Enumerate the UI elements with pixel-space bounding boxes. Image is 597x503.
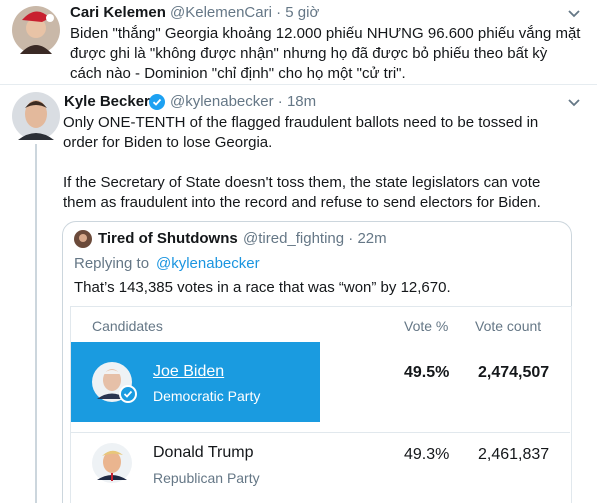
replying-to: Replying to: [74, 255, 150, 272]
more-menu[interactable]: [566, 8, 582, 20]
column-header: Vote %: [404, 318, 449, 334]
column-header: Vote count: [475, 318, 542, 334]
author-meta[interactable]: @KelemenCari · 5 giờ: [170, 4, 320, 21]
candidate-photo: [92, 362, 137, 403]
tweet-text: them as fraudulent into the record and r…: [63, 194, 541, 211]
vote-count: 2,474,507: [478, 364, 550, 381]
author-meta[interactable]: @kylenabecker · 18m: [170, 93, 317, 110]
more-menu[interactable]: [566, 97, 582, 109]
author-name[interactable]: Cari Kelemen: [70, 4, 166, 21]
avatar[interactable]: [12, 6, 60, 54]
reply-handle[interactable]: @kylenabecker: [156, 255, 260, 272]
candidate-photo: [92, 443, 132, 483]
tweet-text: Biden "thắng" Georgia khoảng 12.000 phiế…: [70, 25, 581, 42]
quote-author-meta: @tired_fighting · 22m: [243, 230, 387, 247]
column-header: Candidates: [92, 318, 163, 334]
candidate-party: Democratic Party: [153, 388, 261, 404]
row-divider: [71, 432, 570, 433]
candidate-party: Republican Party: [153, 470, 260, 486]
verified-badge: [149, 94, 165, 110]
candidate-name[interactable]: Joe Biden: [153, 363, 225, 380]
divider: [0, 84, 597, 85]
thread-line: [35, 144, 37, 503]
tweet-text: If the Secretary of State doesn't toss t…: [63, 174, 541, 191]
tweet-text: được ghi là "không được nhận" nhưng họ đ…: [70, 45, 548, 62]
tweet-text: Only ONE-TENTH of the flagged fraudulent…: [63, 114, 539, 131]
tweet-text: order for Biden to lose Georgia.: [63, 134, 273, 151]
author-name[interactable]: Kyle Becker: [64, 93, 150, 110]
vote-percent: 49.5%: [404, 364, 450, 381]
avatar: [74, 230, 92, 248]
quote-text: That’s 143,385 votes in a race that was …: [74, 279, 451, 296]
candidate-name[interactable]: Donald Trump: [153, 444, 254, 461]
tweet-text: cách nào - Dominion "chỉ định" cho họ mộ…: [70, 65, 406, 82]
quote-author-name: Tired of Shutdowns: [98, 230, 238, 247]
avatar[interactable]: [12, 92, 60, 140]
vote-count: 2,461,837: [478, 446, 550, 463]
vote-percent: 49.3%: [404, 446, 450, 463]
